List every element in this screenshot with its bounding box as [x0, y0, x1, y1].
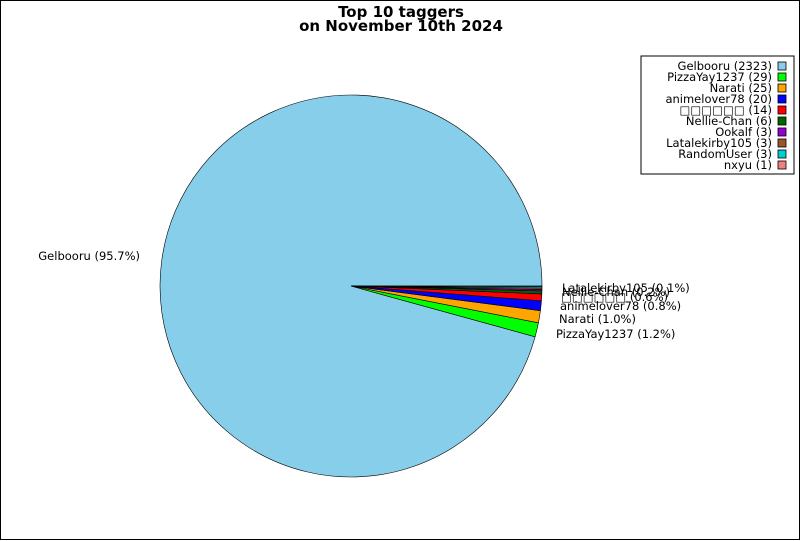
slice-label-2: PizzaYay1237 (1.2%) — [556, 327, 675, 341]
legend-swatch-6 — [778, 117, 786, 125]
legend-swatch-5 — [778, 106, 786, 114]
legend-swatch-3 — [778, 84, 786, 92]
legend-swatch-1 — [778, 62, 786, 70]
slice-label-8: Latalekirby105 (0.1%) — [562, 281, 690, 295]
slice-label-1: Gelbooru (95.7%) — [38, 249, 140, 263]
legend-swatch-7 — [778, 128, 786, 136]
legend-swatch-10 — [778, 161, 786, 169]
legend-swatch-8 — [778, 139, 786, 147]
chart-title-line-2: on November 10th 2024 — [299, 17, 503, 35]
legend: Gelbooru (2323)PizzaYay1237 (29)Narati (… — [641, 56, 794, 174]
legend-swatch-9 — [778, 150, 786, 158]
pie-slices — [160, 95, 542, 477]
slice-label-3: Narati (1.0%) — [559, 312, 636, 326]
legend-label-10: nxyu (1) — [724, 158, 772, 172]
legend-swatch-2 — [778, 73, 786, 81]
legend-swatch-4 — [778, 95, 786, 103]
